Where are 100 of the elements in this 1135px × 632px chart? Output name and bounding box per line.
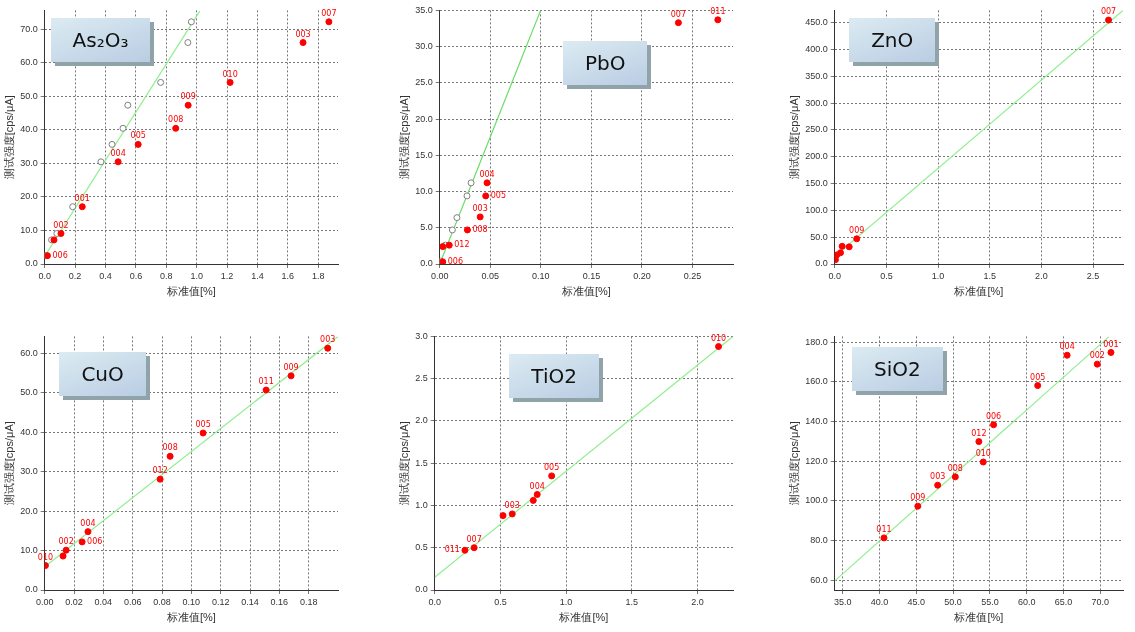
x-axis-title: 标准值[%] <box>560 285 611 298</box>
y-tick-label: 180.0 <box>805 336 828 347</box>
x-tick-label: 1.0 <box>931 270 945 281</box>
y-tick-label: 10.0 <box>20 224 38 235</box>
annotation: 011 <box>876 524 892 534</box>
annotation: 005 <box>195 420 211 430</box>
x-tick-label: 35.0 <box>834 596 852 607</box>
y-tick-label: 20.0 <box>20 191 38 202</box>
y-tick-label: 0.0 <box>815 258 828 269</box>
x-tick-label: 65.0 <box>1054 596 1073 607</box>
text: PbO <box>562 40 648 85</box>
x-axis-title: 标准值[%] <box>165 611 216 624</box>
annotation: 011 <box>444 545 460 555</box>
annotation: 007 <box>670 9 687 19</box>
y-tick-label: 10.0 <box>415 186 433 197</box>
x-tick-label: 60.0 <box>1017 596 1036 607</box>
annotation: 002 <box>1089 351 1105 361</box>
x-axis-title: 标准值[%] <box>165 285 216 298</box>
y-tick-label: 80.0 <box>810 534 828 545</box>
annotation: 008 <box>168 115 184 125</box>
annotation: 012 <box>152 466 168 476</box>
annotation: 005 <box>544 462 560 472</box>
annotation: 004 <box>110 148 126 158</box>
annotation: 012 <box>454 240 470 250</box>
x-tick-label: 0.25 <box>683 270 702 281</box>
y-tick-label: 50.0 <box>20 90 38 101</box>
x-tick-label: 0.5 <box>494 596 507 607</box>
y-tick-label: 20.0 <box>20 505 38 516</box>
x-tick-label: 0.12 <box>211 596 230 607</box>
y-tick-label: 30.0 <box>20 157 38 168</box>
y-tick-label: 2.0 <box>415 415 428 426</box>
x-tick-label: 0.0 <box>828 270 841 281</box>
annotation: 005 <box>490 190 507 200</box>
x-tick-label: 1.5 <box>625 596 639 607</box>
x-tick-label: 1.6 <box>281 270 295 281</box>
x-tick-label: 1.4 <box>251 270 264 281</box>
x-tick-label: 45.0 <box>907 596 926 607</box>
y-tick-label: 35.0 <box>415 4 433 15</box>
annotation: 002 <box>58 537 74 547</box>
text: SiO2 <box>852 346 943 391</box>
x-tick-label: 0.08 <box>153 596 171 607</box>
x-tick-label: 55.0 <box>981 596 999 607</box>
annotation: 002 <box>53 220 69 230</box>
x-tick-label: 0.5 <box>880 270 893 281</box>
y-tick-label: 50.0 <box>20 387 38 398</box>
y-axis-title: 测试强度[cps/μA] <box>2 421 15 506</box>
annotation: 009 <box>283 362 299 372</box>
annotation: 001 <box>74 193 90 203</box>
annotation: 005 <box>130 131 146 141</box>
annotation: 006 <box>985 411 1002 421</box>
annotation: 003 <box>504 501 520 510</box>
y-tick-label: 0.0 <box>25 258 38 269</box>
annotation: 007 <box>1100 7 1117 17</box>
y-axis-title: 测试强度[cps/μA] <box>397 95 410 180</box>
y-tick-label: 2.5 <box>415 373 428 384</box>
text: CuO <box>59 351 146 396</box>
x-tick-label: 0.15 <box>582 270 601 281</box>
x-tick-label: 0.4 <box>99 270 112 281</box>
y-tick-label: 100.0 <box>805 204 828 215</box>
annotation: 008 <box>472 225 488 235</box>
y-tick-label: 450.0 <box>805 17 828 28</box>
annotation: 007 <box>466 534 482 544</box>
y-axis-title: 测试强度[cps/μA] <box>787 95 800 180</box>
annotation: 004 <box>1059 342 1075 352</box>
x-tick-label: 1.5 <box>983 270 996 281</box>
y-tick-label: 3.0 <box>415 330 428 341</box>
y-tick-label: 40.0 <box>20 124 38 135</box>
x-tick-label: 0.10 <box>182 596 201 607</box>
x-tick-label: 0.14 <box>241 596 259 607</box>
annotation: 007 <box>321 8 337 18</box>
annotation: 003 <box>320 335 336 345</box>
text: TiO2 <box>509 354 599 399</box>
y-tick-label: 0.0 <box>25 584 38 595</box>
annotation: 006 <box>87 536 103 546</box>
annotation: 008 <box>162 443 178 453</box>
y-tick-label: 120.0 <box>805 455 828 466</box>
y-tick-label: 300.0 <box>805 97 828 108</box>
x-tick-label: 0.6 <box>129 270 143 281</box>
x-tick-label: 0.0 <box>428 596 441 607</box>
y-tick-label: 30.0 <box>415 41 433 52</box>
y-tick-label: 60.0 <box>810 574 828 585</box>
x-tick-label: 40.0 <box>870 596 889 607</box>
x-tick-label: 0.05 <box>481 270 500 281</box>
annotation: 005 <box>1030 372 1046 382</box>
annotation: 004 <box>529 481 545 491</box>
x-tick-label: 0.8 <box>160 270 173 281</box>
y-tick-label: 25.0 <box>415 77 433 88</box>
y-axis-title: 测试强度[cps/μA] <box>787 421 800 506</box>
y-tick-label: 5.0 <box>420 222 433 233</box>
annotation: 004 <box>479 169 495 179</box>
x-tick-label: 2.0 <box>691 596 704 607</box>
x-tick-label: 1.8 <box>311 270 325 281</box>
y-tick-label: 30.0 <box>20 466 38 477</box>
text: As₂O₃ <box>50 18 151 62</box>
x-axis-title: 标准值[%] <box>953 285 1004 298</box>
x-tick-label: 0.18 <box>299 596 318 607</box>
x-tick-label: 2.5 <box>1086 270 1100 281</box>
x-tick-label: 0.2 <box>68 270 82 281</box>
annotation: 004 <box>80 518 96 528</box>
y-tick-label: 60.0 <box>20 347 38 358</box>
